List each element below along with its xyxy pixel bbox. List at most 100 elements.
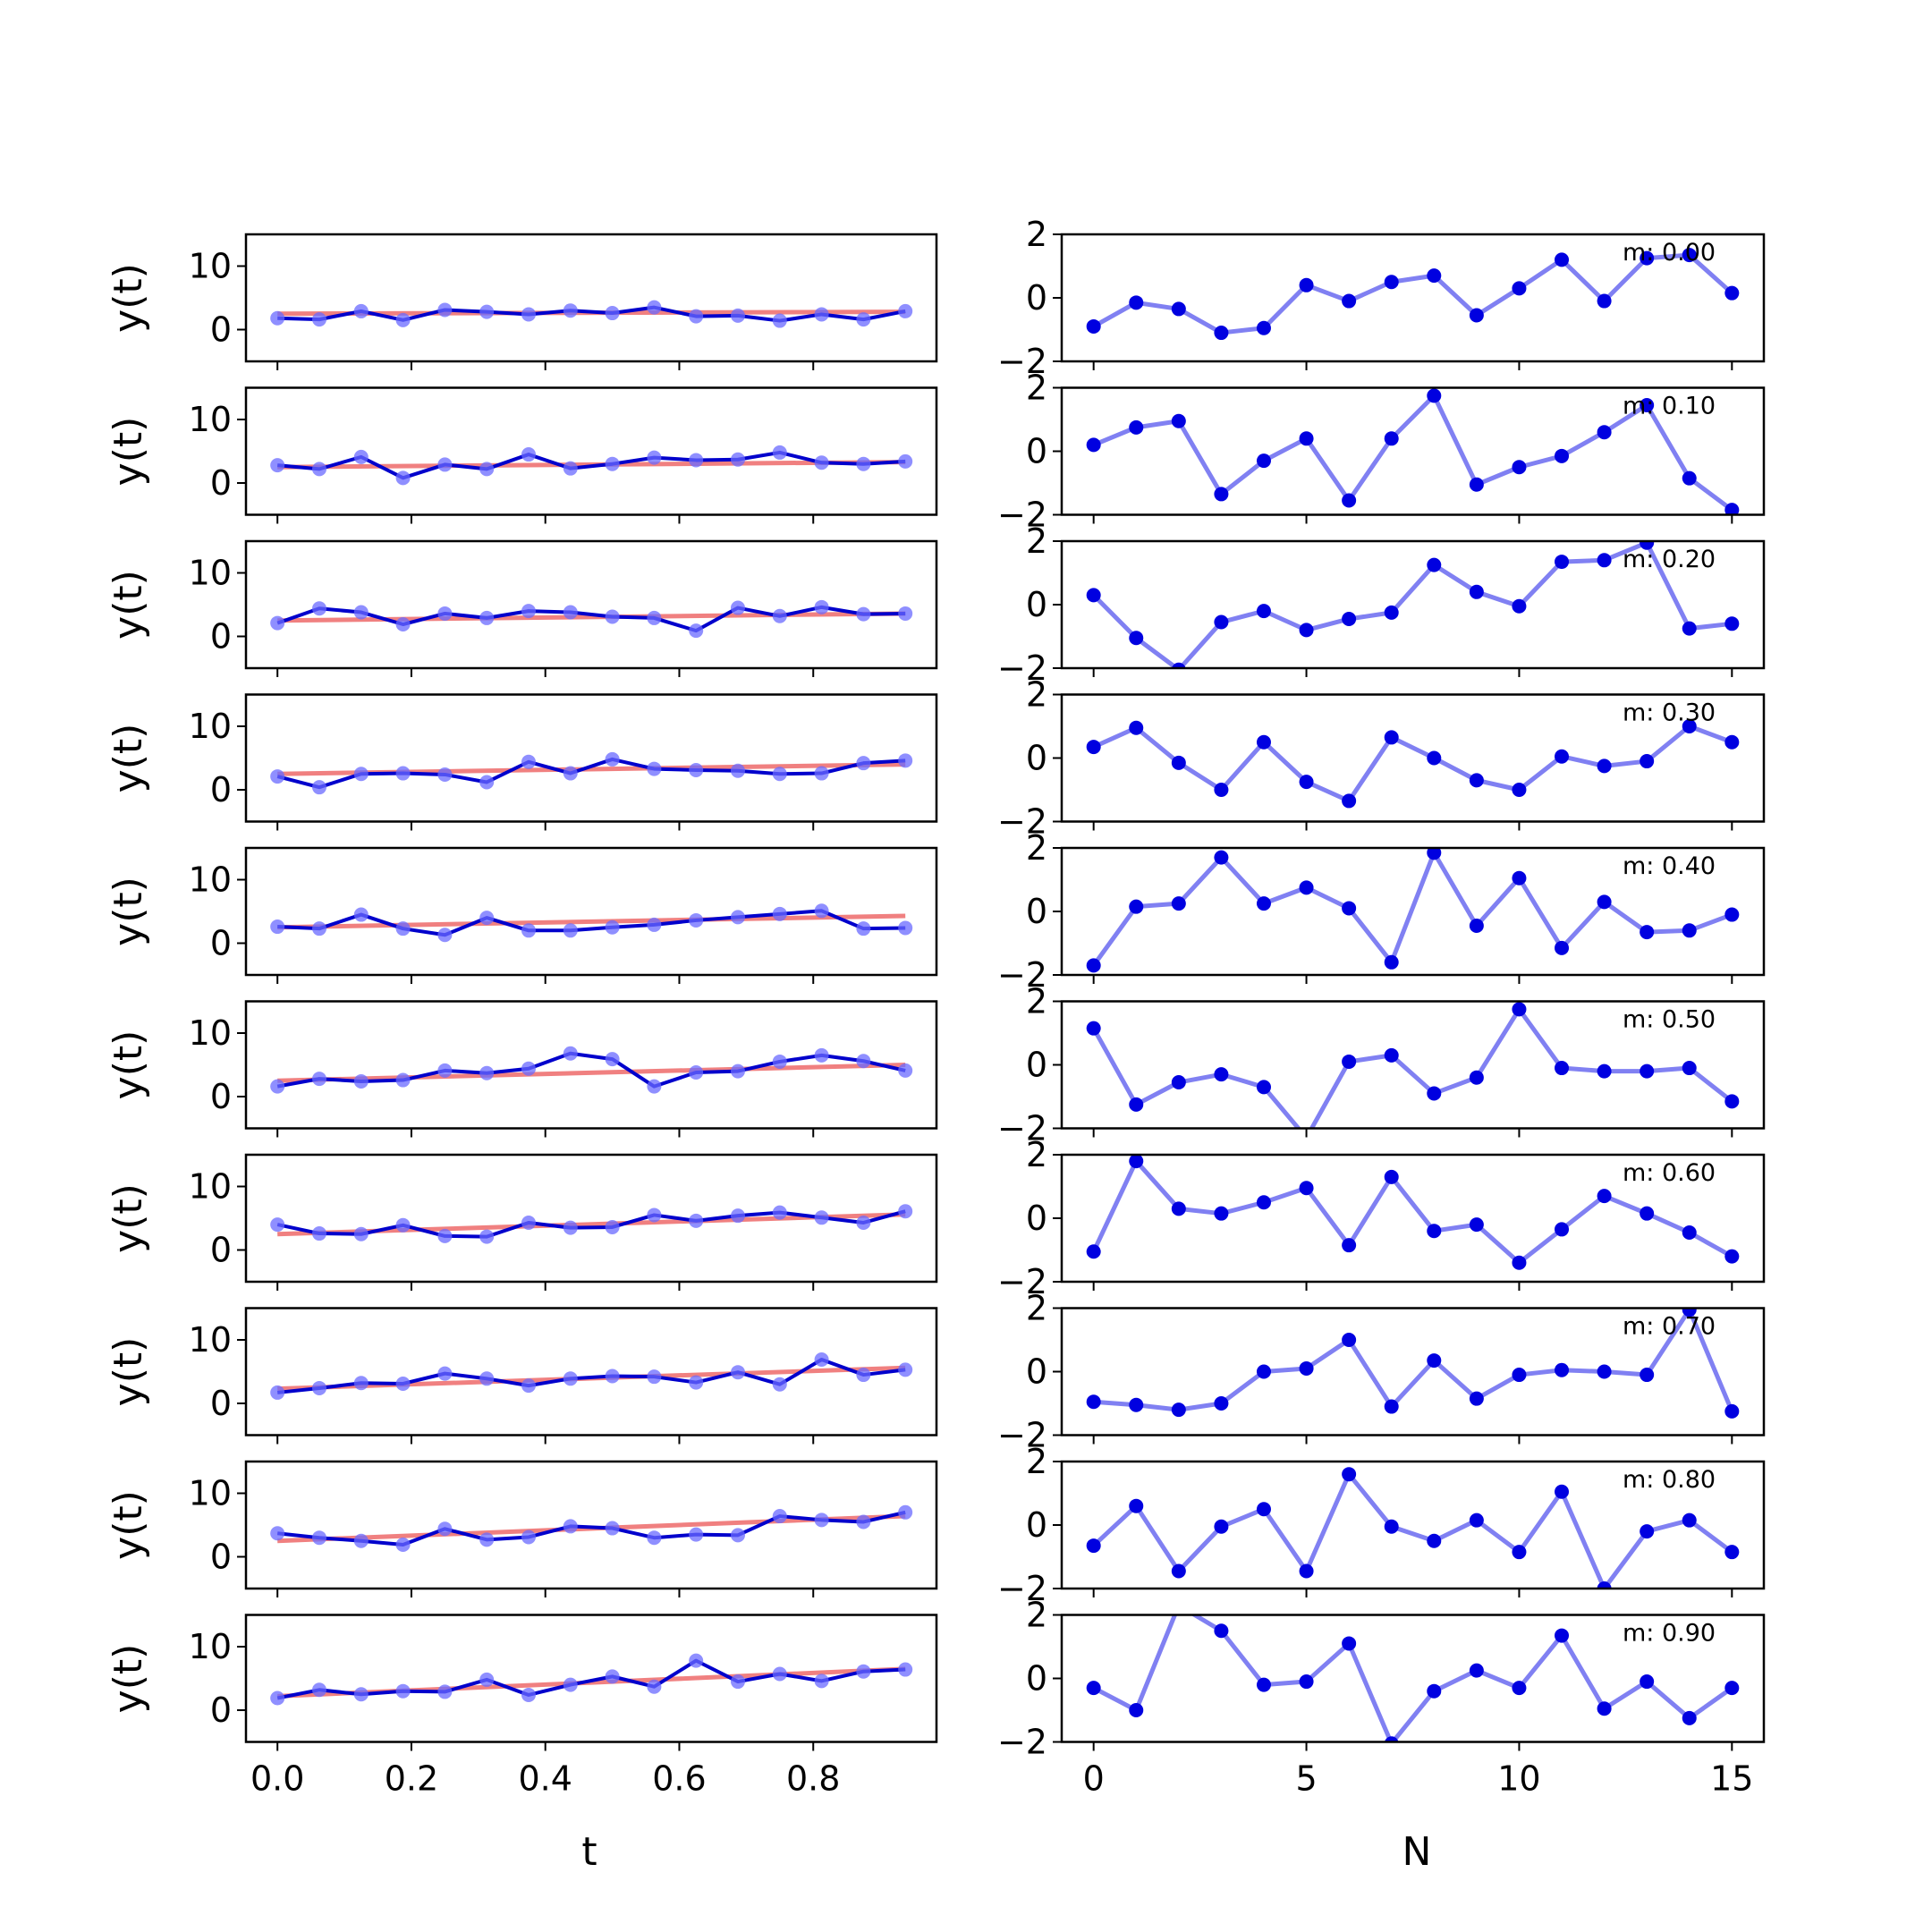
residual-point [1512,598,1527,614]
slope-annotation: m: 0.90 [1623,1620,1716,1648]
residual-point [1256,453,1271,469]
data-point [437,457,453,472]
left-subplot-9: 0 10 0.0 0.2 0.4 0.6 0.8 y(t) [106,1614,938,1799]
y-tick-label: 2 [1026,828,1047,868]
residual-point [1171,1075,1186,1090]
residual-point [1214,1396,1229,1411]
data-point [730,763,745,778]
y-tick-label: 2 [1026,215,1047,254]
residual-point [1724,1545,1740,1560]
residual-point [1086,958,1101,973]
residual-point [1555,1628,1570,1643]
x-tick-label: 15 [1710,1759,1753,1799]
residual-point [1129,1498,1144,1513]
residual-point [1171,301,1186,317]
data-point [395,1538,411,1553]
residual-point [1086,1021,1101,1036]
residual-point [1256,1677,1271,1692]
data-point [856,1368,871,1383]
residual-point [1597,758,1612,774]
residual-point [1597,1189,1612,1204]
residual-point [1427,1224,1442,1239]
left-axes-frame [244,233,938,363]
residual-point [1171,755,1186,770]
data-point [772,906,787,921]
residual-line [1091,541,1733,668]
x-tick-label: 0.4 [518,1759,572,1799]
data-point [898,303,913,318]
residual-point [1469,1217,1484,1233]
y-tick-label: 0 [210,1077,232,1116]
data-point [647,300,662,315]
left-plot-area [270,903,913,943]
left-plot-area [270,599,913,639]
y-tick-label: −2 [997,342,1047,381]
y-tick-label: 10 [189,554,232,593]
data-point [479,304,495,319]
data-point [856,312,871,327]
data-point [898,1204,913,1219]
right-subplot-1: m: 0.10 −2 0 2 [997,369,1766,535]
residual-point [1724,1403,1740,1419]
left-ylabel: y(t) [106,1490,151,1560]
data-point [270,458,285,473]
residual-point [1086,437,1101,453]
data-point [730,1063,745,1079]
residual-line [1093,1308,1734,1412]
residual-point [1724,1249,1740,1264]
residual-line [1091,1158,1733,1266]
residual-point [1129,419,1144,435]
data-point [814,1352,829,1368]
residual-point [1129,1155,1144,1169]
y-tick-label: 0 [210,1538,232,1577]
residual-point [1384,275,1399,290]
data-point [689,762,704,777]
left-plot-area [270,1653,913,1706]
data-point [772,608,787,623]
residual-point [1427,750,1442,766]
data-point [605,306,620,321]
data-point [898,1662,913,1677]
data-point [563,461,578,476]
data-point [814,1047,829,1063]
x-tick-label: 0.2 [385,1759,438,1799]
y-tick-label: 0 [1026,432,1047,471]
residual-point [1384,1519,1399,1534]
residual-point [1172,1598,1186,1613]
data-point [521,1061,536,1076]
residual-point [1256,1502,1271,1517]
y-tick-label: −2 [997,802,1047,842]
residual-point [1555,555,1570,570]
residual-line [1091,1471,1733,1589]
y-tick-label: 2 [1026,982,1047,1021]
residual-point [1555,1484,1570,1499]
data-point [730,910,745,925]
residual-line [1091,1006,1733,1129]
y-tick-label: 0 [1026,1659,1047,1699]
residual-point [1512,1545,1527,1560]
data-point [270,769,285,784]
data-point [647,1208,662,1223]
data-point [353,605,369,620]
data-point [563,1371,578,1386]
data-point [898,1362,913,1377]
data-point [856,1514,871,1530]
residual-point [1469,584,1484,599]
data-point [311,1072,326,1087]
data-point [311,462,326,477]
residual-point [1384,1736,1399,1742]
left-subplot-0: 0 10 y(t) [106,233,938,370]
residual-point [1342,293,1357,309]
y-tick-label: 10 [189,707,232,746]
data-point [647,917,662,932]
residual-point [1427,1086,1442,1101]
left-subplot-7: 0 10 y(t) [106,1307,938,1445]
data-point [395,921,411,936]
data-point [730,1208,745,1224]
left-axes-frame [244,539,938,670]
data-point [437,1521,453,1537]
left-subplot-8: 0 10 y(t) [106,1460,938,1597]
residual-point [1256,1364,1271,1379]
left-subplot-2: 0 10 y(t) [106,539,938,677]
y-tick-label: 0 [1026,278,1047,318]
